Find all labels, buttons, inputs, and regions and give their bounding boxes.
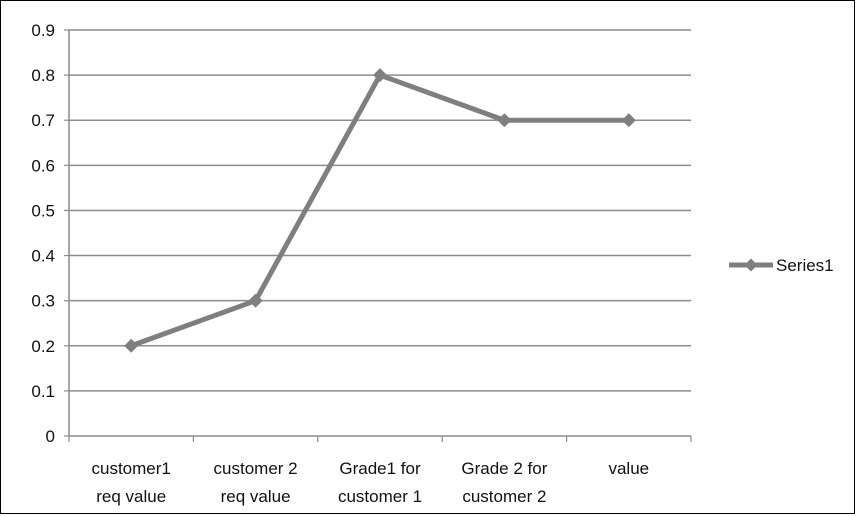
x-tick-label: value xyxy=(608,459,649,478)
legend-marker xyxy=(744,258,758,272)
y-tick-label: 0.1 xyxy=(31,382,55,401)
y-tick-label: 0.6 xyxy=(31,156,55,175)
x-tick-label: Grade 2 for customer 2 xyxy=(461,459,547,506)
y-tick-label: 0.5 xyxy=(31,201,55,220)
legend-label: Series1 xyxy=(776,256,834,275)
x-tick-label: Grade1 for customer 1 xyxy=(338,459,422,506)
y-tick-label: 0.2 xyxy=(31,337,55,356)
y-tick-label: 0.7 xyxy=(31,111,55,130)
y-tick-label: 0.4 xyxy=(31,247,55,266)
data-point-marker xyxy=(248,293,263,308)
x-tick-label: customer1 req value xyxy=(92,459,171,506)
y-tick-label: 0.8 xyxy=(31,66,55,85)
x-tick-label: customer 2 req value xyxy=(214,459,298,506)
y-tick-label: 0.3 xyxy=(31,292,55,311)
y-tick-label: 0.9 xyxy=(31,21,55,40)
y-tick-label: 0 xyxy=(46,427,55,446)
data-point-marker xyxy=(497,113,512,128)
data-point-marker xyxy=(373,68,387,83)
data-point-marker xyxy=(621,113,636,128)
data-point-marker xyxy=(124,338,139,353)
